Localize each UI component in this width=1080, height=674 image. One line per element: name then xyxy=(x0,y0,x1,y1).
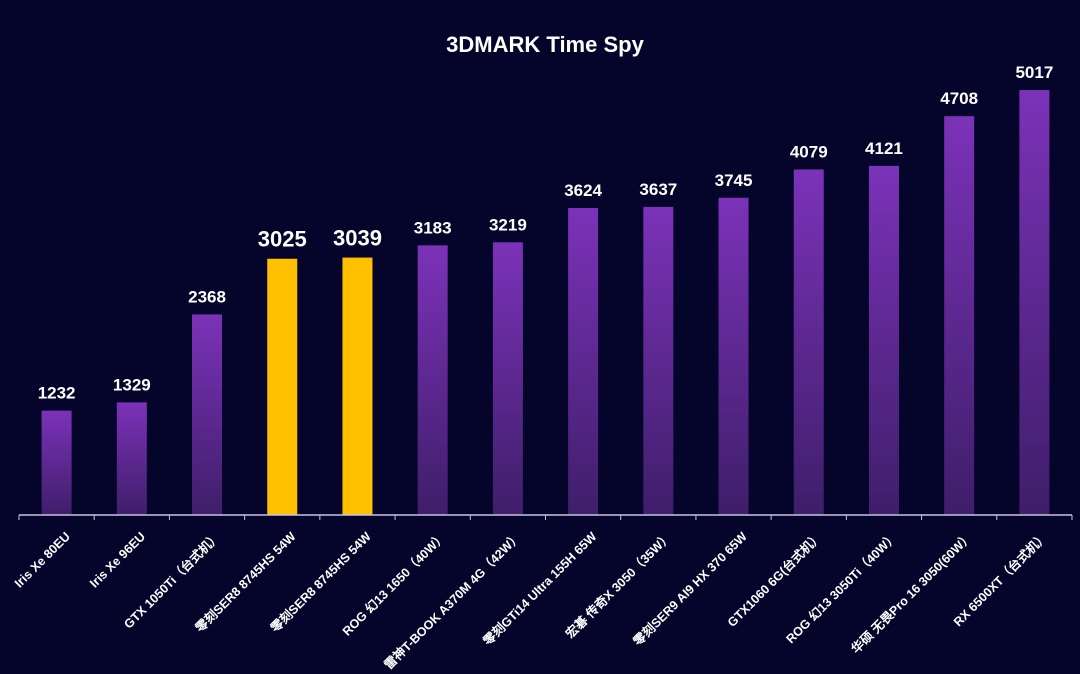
bars-group xyxy=(41,90,1050,516)
bar xyxy=(868,165,899,516)
bar-highlighted xyxy=(267,258,298,515)
bar xyxy=(116,402,147,515)
bar xyxy=(1019,90,1050,515)
bar xyxy=(944,116,975,516)
value-label: 1232 xyxy=(38,384,76,403)
value-label: 4708 xyxy=(940,89,978,108)
value-labels-group: 1232 1329 2368 3025 3039 3183 3219 3624 3637 3745… xyxy=(38,63,1054,403)
value-label: 3637 xyxy=(639,180,677,199)
value-label: 3183 xyxy=(414,218,452,237)
value-label: 2368 xyxy=(188,287,226,306)
value-label: 3745 xyxy=(715,171,753,190)
bar xyxy=(568,208,599,515)
bar xyxy=(492,242,523,515)
x-axis xyxy=(18,514,1073,520)
bar xyxy=(192,314,223,515)
value-label: 5017 xyxy=(1015,63,1053,82)
bar xyxy=(643,206,674,515)
value-label: 3219 xyxy=(489,215,527,234)
bar xyxy=(417,245,448,516)
value-label: 3624 xyxy=(564,181,602,200)
value-label: 4079 xyxy=(790,142,828,161)
value-label: 3039 xyxy=(333,226,382,251)
bar xyxy=(41,410,72,515)
value-label: 3025 xyxy=(258,227,307,252)
value-label: 4121 xyxy=(865,139,903,158)
chart-title: 3DMARK Time Spy xyxy=(446,32,644,57)
value-label: 1329 xyxy=(113,375,151,394)
bar xyxy=(793,169,824,515)
bar xyxy=(718,197,749,515)
bar-highlighted xyxy=(342,257,373,515)
